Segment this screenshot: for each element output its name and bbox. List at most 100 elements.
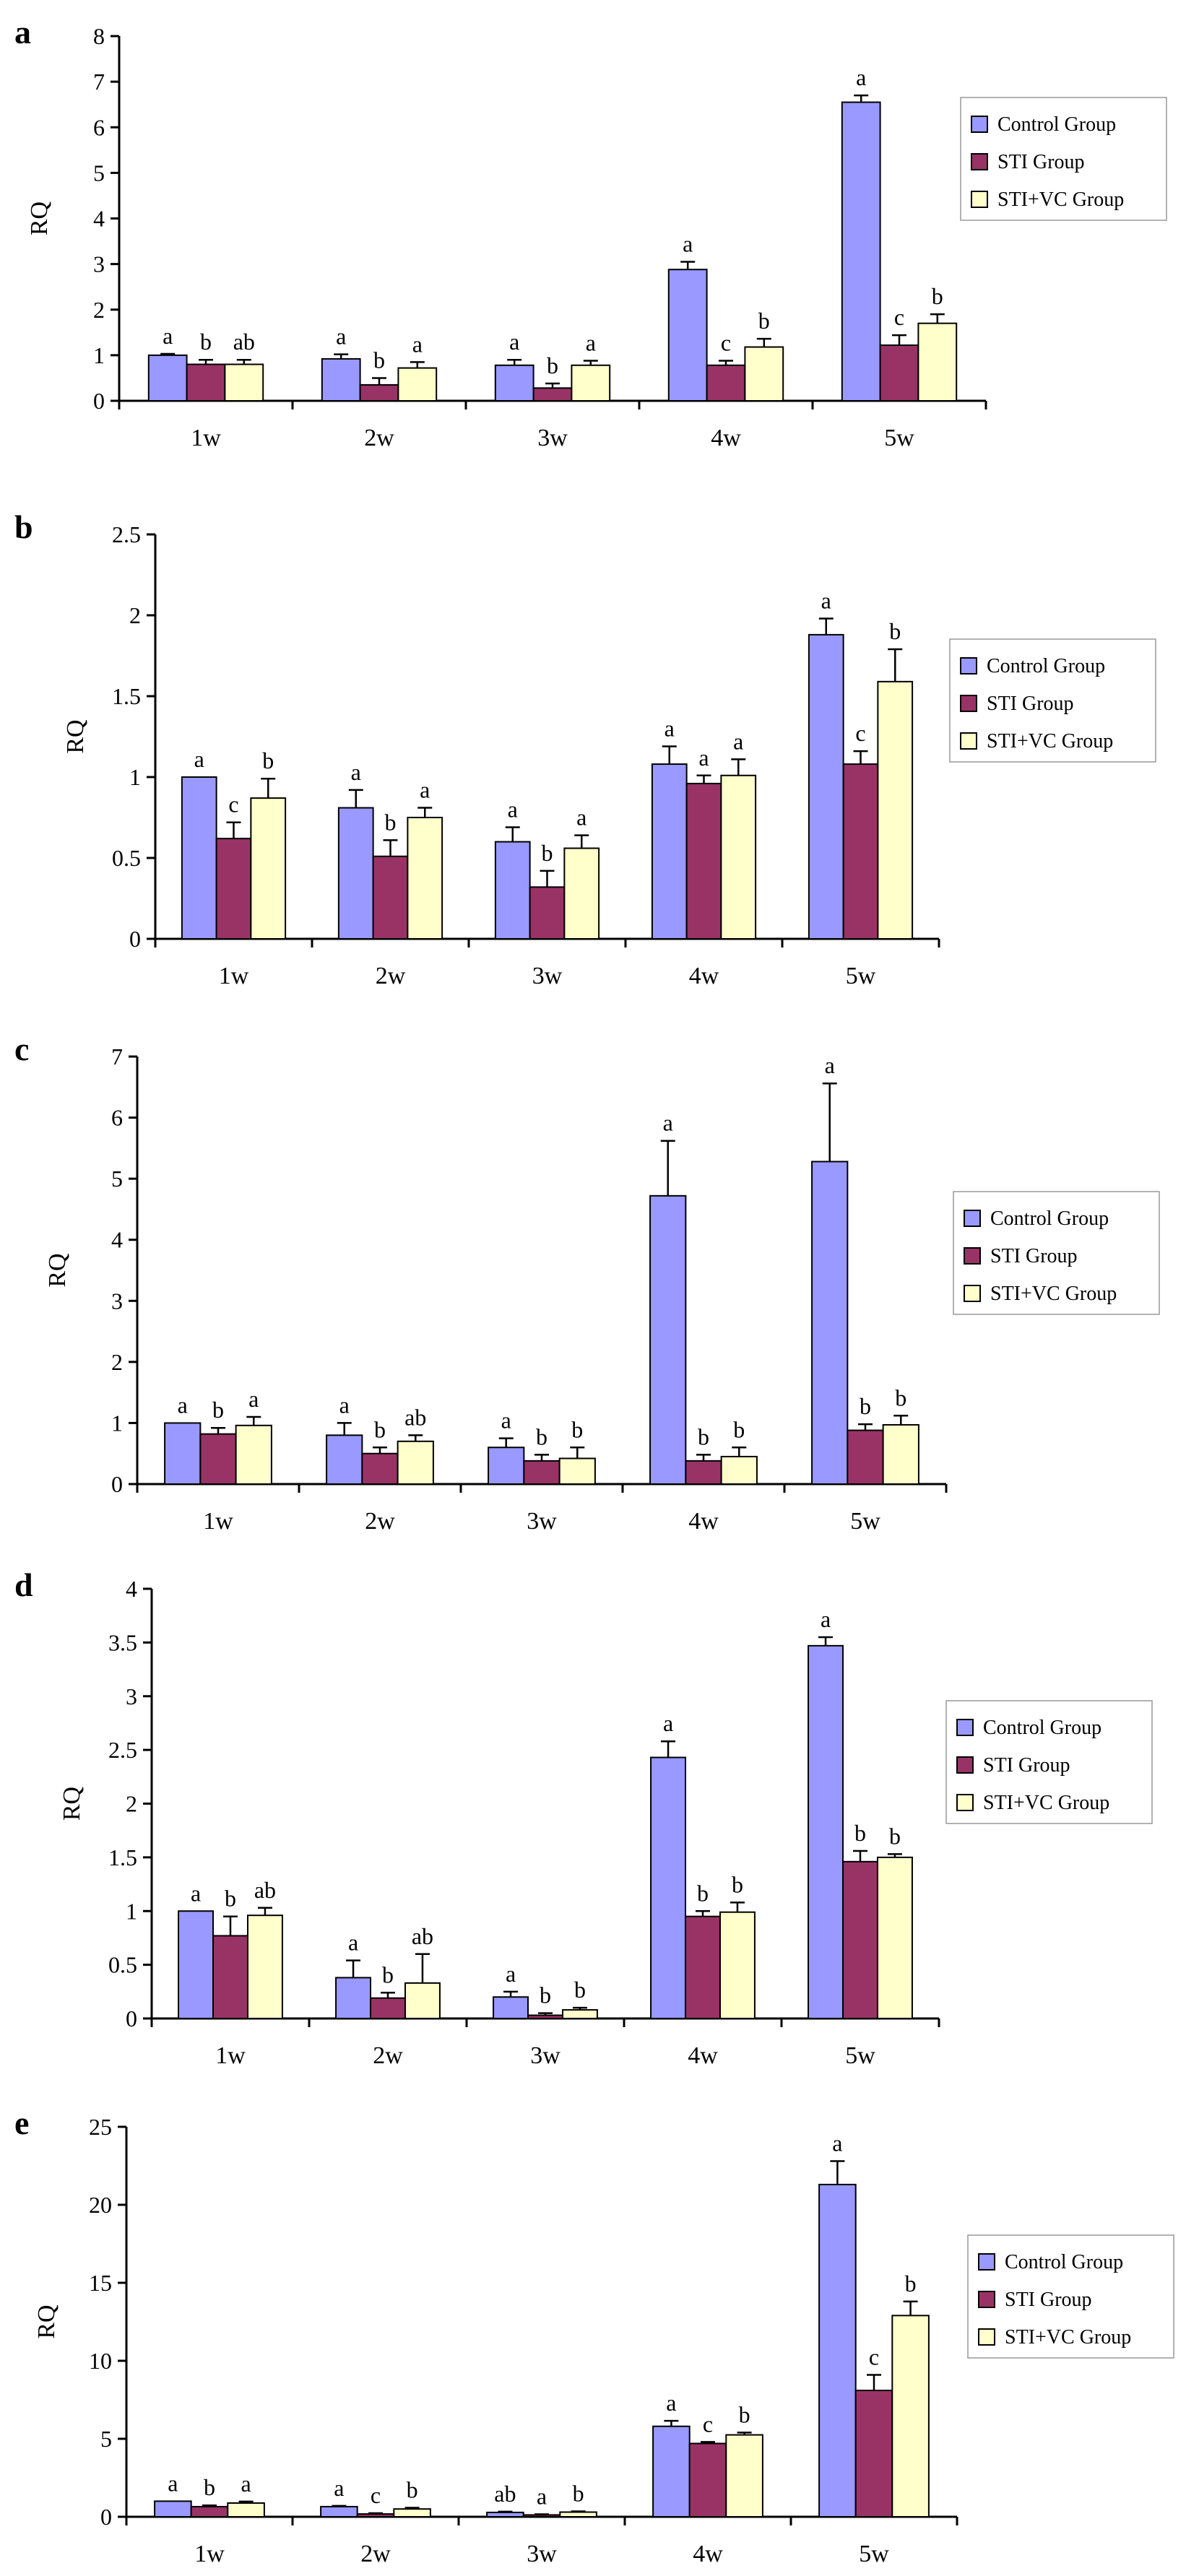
bar-5w-series-1 (842, 763, 879, 940)
bar-3w-series-2 (559, 2511, 597, 2518)
significance-letter: a (832, 2130, 842, 2156)
y-tick-label: 0 (126, 2005, 137, 2031)
legend-label-1: STI Group (987, 693, 1074, 715)
bar-1w-series-2 (224, 363, 264, 402)
significance-letter: b (860, 1393, 871, 1419)
legend-swatch-2 (971, 191, 988, 208)
significance-letter: a (665, 715, 675, 741)
bar-3w-series-2 (558, 1457, 596, 1485)
y-tick-label: 0 (100, 2504, 112, 2530)
bar-1w-series-1 (215, 838, 252, 940)
bar-5w-series-0 (841, 101, 881, 402)
significance-letter: b (373, 347, 385, 373)
bar-1w-series-0 (181, 776, 217, 940)
significance-letter: a (663, 1110, 673, 1136)
significance-letter: ab (494, 2481, 516, 2507)
significance-letter: a (508, 796, 518, 822)
x-category-label: 1w (215, 2042, 246, 2069)
panel-letter: b (14, 508, 33, 545)
significance-letter: a (248, 1386, 259, 1412)
legend-swatch-0 (964, 1210, 981, 1227)
bar-4w-series-2 (720, 1455, 758, 1486)
x-category-label: 2w (373, 2042, 403, 2069)
bar-2w-series-0 (337, 807, 374, 940)
bar-5w-series-0 (808, 633, 844, 940)
bar-1w-series-1 (190, 2505, 229, 2518)
bar-3w-series-1 (532, 387, 573, 402)
y-tick-label: 0.5 (108, 1952, 137, 1978)
y-tick-label: 3 (93, 251, 105, 277)
significance-letter: a (178, 1392, 188, 1418)
bar-5w-series-2 (877, 680, 914, 940)
significance-letter: b (212, 1397, 224, 1423)
y-tick-label: 2 (129, 602, 141, 628)
significance-letter: a (348, 1930, 358, 1956)
significance-letter: b (698, 1423, 709, 1449)
bar-3w-series-1 (522, 2514, 561, 2518)
x-category-label: 3w (532, 963, 563, 989)
significance-letter: b (854, 1820, 866, 1846)
bar-3w-series-0 (494, 841, 531, 940)
significance-letter: b (758, 308, 770, 334)
significance-letter: a (856, 64, 866, 90)
significance-letter: b (536, 1423, 547, 1449)
x-category-label: 3w (527, 1508, 557, 1535)
significance-letter: b (200, 329, 212, 355)
significance-letter: a (412, 331, 423, 357)
bar-5w-series-2 (917, 322, 958, 402)
y-tick-label: 10 (89, 2348, 112, 2374)
significance-letter: a (683, 230, 693, 256)
significance-letter: b (382, 1961, 394, 1987)
legend-swatch-1 (978, 2291, 995, 2308)
significance-letter: ab (233, 329, 255, 355)
panel-letter: c (14, 1031, 29, 1067)
legend-label-2: STI+VC Group (987, 730, 1113, 753)
legend-label-1: STI Group (1005, 2289, 1092, 2311)
legend-swatch-0 (978, 2253, 995, 2271)
y-axis-label: RQ (59, 1787, 85, 1821)
significance-letter: b (407, 2476, 418, 2502)
significance-letter: b (573, 2480, 584, 2506)
bar-3w-series-1 (527, 2014, 563, 2020)
y-tick-label: 5 (111, 1166, 123, 1192)
legend-swatch-0 (960, 657, 977, 675)
bar-2w-series-1 (361, 1452, 399, 1485)
bar-3w-series-0 (486, 2511, 524, 2518)
y-tick-label: 2.5 (112, 521, 141, 547)
significance-letter: b (739, 2401, 750, 2427)
legend-label-2: STI+VC Group (997, 188, 1124, 211)
significance-letter: b (374, 1416, 386, 1442)
bar-1w-series-2 (250, 797, 287, 940)
significance-letter: ab (404, 1404, 426, 1430)
bar-4w-series-0 (652, 2425, 691, 2518)
y-tick-label: 6 (93, 114, 105, 140)
y-tick-label: 1 (93, 342, 105, 368)
bar-2w-series-2 (407, 817, 443, 940)
x-category-label: 5w (846, 963, 876, 989)
significance-letter: a (698, 745, 709, 771)
bar-2w-series-0 (326, 1434, 363, 1486)
y-tick-label: 3 (126, 1683, 137, 1709)
bar-5w-series-1 (847, 1429, 884, 1486)
bar-4w-series-0 (650, 1756, 687, 2020)
bar-3w-series-2 (561, 2009, 598, 2020)
significance-letter: ab (412, 1923, 433, 1949)
significance-letter: a (420, 777, 430, 803)
y-tick-label: 0 (129, 926, 141, 952)
bar-2w-series-0 (335, 1977, 372, 2020)
significance-letter: a (241, 2471, 251, 2497)
significance-letter: b (262, 747, 274, 773)
bar-2w-series-1 (372, 855, 409, 940)
x-category-label: 1w (203, 1508, 233, 1535)
bar-1w-series-2 (227, 2502, 265, 2518)
legend-swatch-1 (960, 695, 977, 712)
legend: Control Group STI Group STI+VC Group (945, 1700, 1153, 1824)
x-category-label: 4w (711, 425, 741, 451)
significance-letter: b (571, 1416, 583, 1442)
y-tick-label: 5 (100, 2426, 112, 2452)
significance-letter: b (732, 1871, 743, 1897)
legend-label-1: STI Group (997, 151, 1085, 173)
x-category-label: 5w (884, 425, 914, 451)
